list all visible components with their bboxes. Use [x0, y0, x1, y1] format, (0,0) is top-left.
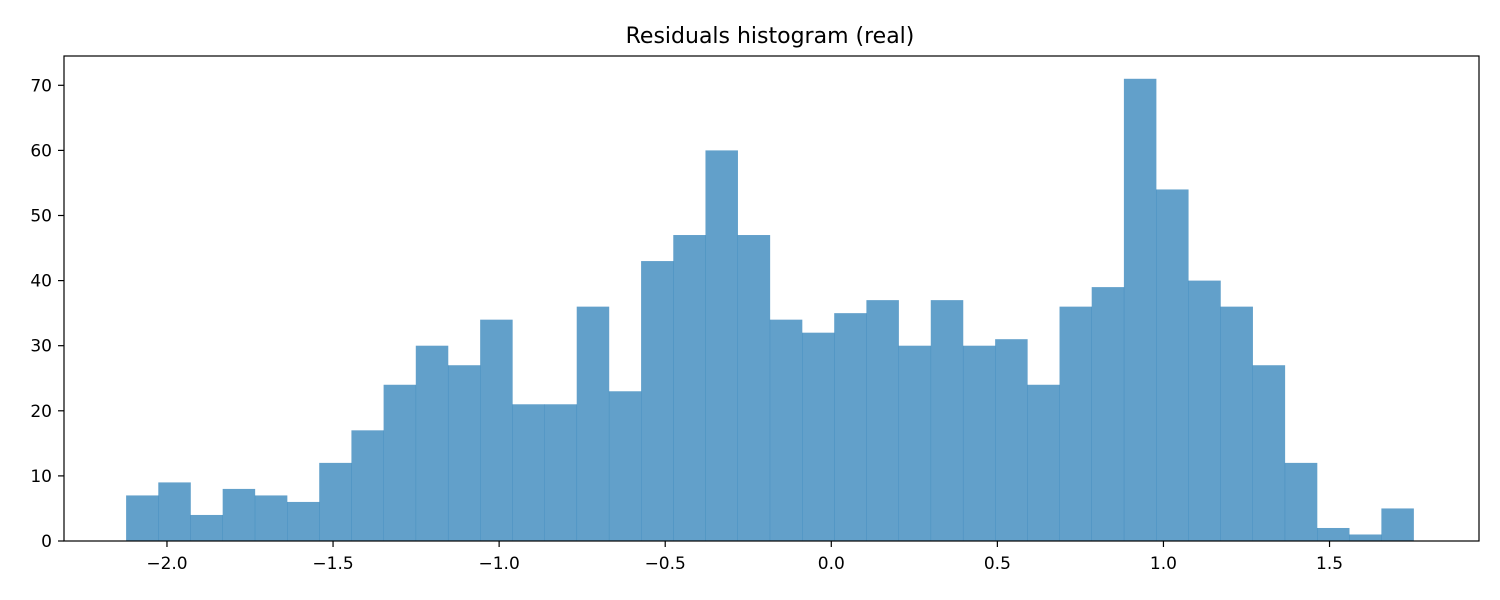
histogram-bar [641, 261, 674, 541]
histogram-bar [254, 495, 288, 541]
x-tick-label: −0.5 [645, 554, 686, 574]
histogram-bar [769, 319, 803, 541]
histogram-bar [1252, 365, 1286, 541]
histogram-bar [995, 339, 1028, 541]
histogram-bar [512, 404, 545, 541]
histogram-bar [447, 365, 481, 541]
histogram-bar [962, 345, 996, 541]
histogram-bar [319, 462, 352, 541]
x-tick-label: −1.5 [312, 554, 353, 574]
histogram-bar [1317, 527, 1350, 541]
histogram-bar [1220, 306, 1253, 541]
histogram-bar [608, 391, 642, 541]
histogram-bar [415, 345, 449, 541]
histogram-bar [898, 345, 932, 541]
y-tick-label: 50 [30, 206, 52, 226]
y-tick-label: 20 [30, 402, 52, 422]
x-tick-label: 0.5 [984, 554, 1011, 574]
histogram-bar [383, 384, 417, 541]
histogram-bar [1027, 384, 1060, 541]
histogram-bar [673, 235, 706, 541]
histogram-bar [1059, 306, 1093, 541]
x-tick-label: −2.0 [146, 554, 187, 574]
y-tick-label: 30 [30, 337, 52, 357]
histogram-bar [802, 332, 835, 541]
histogram-bar [930, 300, 964, 541]
histogram-bar [866, 300, 899, 541]
chart-title: Residuals histogram (real) [626, 24, 915, 49]
histogram-bar [222, 488, 256, 541]
plot-area-frame [63, 55, 1480, 542]
y-tick-label: 0 [41, 532, 52, 552]
y-tick-label: 60 [30, 141, 52, 161]
histogram-bar [1349, 534, 1382, 541]
histogram-bar [1156, 189, 1189, 541]
histogram-bar [480, 319, 513, 541]
histogram-bar [1284, 462, 1318, 541]
histogram-bar [126, 495, 159, 541]
x-tick-label: 1.0 [1150, 554, 1177, 574]
histogram-bar [351, 430, 384, 541]
y-tick-label: 70 [30, 76, 52, 96]
histogram-bar [737, 235, 771, 541]
histogram-bar [1123, 78, 1157, 541]
x-tick-label: 0.0 [818, 554, 845, 574]
x-tick-label: −1.0 [478, 554, 519, 574]
y-tick-label: 40 [30, 272, 52, 292]
bars-group [126, 78, 1414, 541]
histogram-bar [834, 313, 867, 541]
histogram-bar [576, 306, 610, 541]
histogram-bar [705, 150, 738, 541]
histogram-bar [158, 482, 191, 541]
y-tick-label: 10 [30, 467, 52, 487]
histogram-bar [1091, 287, 1125, 541]
y-axis-ticks: 0 10 20 30 40 50 60 70 [30, 76, 64, 552]
x-tick-label: 1.5 [1316, 554, 1343, 574]
histogram-bar [287, 501, 320, 541]
histogram-bar [190, 514, 223, 541]
histogram-bar [1188, 280, 1221, 541]
x-axis-ticks: −2.0 −1.5 −1.0 −0.5 0.0 0.5 1.0 1.5 [146, 541, 1343, 574]
histogram-bar [544, 404, 578, 541]
histogram-bar [1381, 508, 1414, 541]
